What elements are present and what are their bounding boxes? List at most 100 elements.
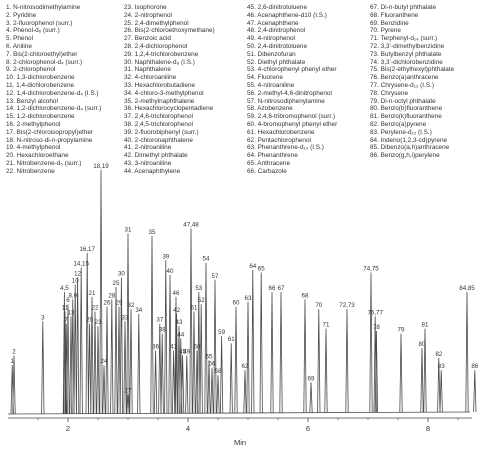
peak-label: 50 xyxy=(194,344,201,351)
legend-entry: 82. Benzo(a)pyrene xyxy=(370,121,427,128)
legend-entry: 22. Nitrobenzene xyxy=(6,167,55,175)
legend-entry: 70. Pyrene xyxy=(370,27,401,35)
legend-entry: 4. Phenol-d₆ (surr.) xyxy=(6,27,60,35)
peak-label: 8,9 xyxy=(68,292,77,299)
legend-entry: 32. 4-chloroaniline xyxy=(124,74,177,82)
legend-entry: 53. 4-chlorophenyl phenyl ether xyxy=(247,66,337,74)
legend-entry: 54. Fluorene xyxy=(247,74,283,82)
peak-74,75 xyxy=(369,272,373,413)
peak-label: 62 xyxy=(242,363,249,370)
legend-entry: 8. 2-chlorophenol-d₄ (surr.) xyxy=(6,58,83,66)
peak-7 xyxy=(64,323,68,414)
peak-58 xyxy=(216,374,220,414)
legend-entry: 67. Di-n-butyl phthalate xyxy=(370,4,437,11)
peak-18,19 xyxy=(99,169,103,414)
peak-71 xyxy=(324,328,328,413)
x-axis-title: Min xyxy=(234,438,246,447)
peak-61 xyxy=(229,343,233,414)
legend-entry: 83. Perylene-d₁₂ (I.S.) xyxy=(370,128,432,136)
x-tick-label: 2 xyxy=(66,424,70,433)
peak-label: 71 xyxy=(323,322,330,329)
peak-63 xyxy=(246,301,250,413)
legend-entry: 65. Anthracene xyxy=(247,160,290,167)
legend-entry: 46. Acenaphthene-d10 (I.S.) xyxy=(247,11,327,19)
legend-entry: 28. 2,4-dichlorophenol xyxy=(124,43,188,50)
legend-entry: 60. 4-bromophenyl phenyl ether xyxy=(247,121,338,128)
legend-entry: 79. Di-n-octyl phthalate xyxy=(370,97,436,105)
legend-entry: 84. Indeno(1,2,3-cd)pyrene xyxy=(370,136,448,144)
legend-entry: 21. Nitrobenzene-d₅ (surr.) xyxy=(6,160,82,167)
legend-entry: 44. Acenaphthylene xyxy=(124,167,181,175)
peak-label: 6 xyxy=(66,297,70,304)
legend-entry: 20. Hexachloroethane xyxy=(6,152,69,160)
peak-label: 33 xyxy=(122,314,129,321)
peak-label: 2 xyxy=(12,348,16,355)
peak-59 xyxy=(220,335,224,414)
peak-31 xyxy=(126,233,130,414)
legend-entry: 49. 4-nitrophenol xyxy=(247,35,295,43)
peak-32 xyxy=(129,309,133,414)
compound-legend: 1. N-nitrosodimethylamine 2. Pyridine 3. 2… xyxy=(0,0,480,175)
legend-entry: 61. Hexachlorobenzene xyxy=(247,128,315,136)
peak-33 xyxy=(123,321,127,414)
peak-60 xyxy=(234,306,238,414)
legend-entry: 9. 2-chlorophenol xyxy=(6,66,56,74)
peak-label: 16,17 xyxy=(79,246,95,253)
peak-label: 57 xyxy=(212,273,219,280)
peak-label: 37 xyxy=(156,317,163,324)
legend-entry: 34. 4-chloro-3-methylphenol xyxy=(124,89,204,97)
peak-64 xyxy=(251,270,255,413)
peak-label: 12 xyxy=(74,270,81,277)
peak-67 xyxy=(279,291,283,413)
peak-label: 36 xyxy=(152,344,159,351)
peak-label: 28 xyxy=(108,292,115,299)
peak-label: 32 xyxy=(128,302,135,309)
peak-label: 69 xyxy=(308,375,315,382)
peak-label: 39 xyxy=(162,253,169,260)
legend-entry: 58. Azobenzene xyxy=(247,105,293,113)
legend-entry: 59. 2,4,6-tribromophenol (surr.) xyxy=(247,113,336,121)
x-ticks: 2 4 6 8 xyxy=(37,418,459,433)
peak-55 xyxy=(207,360,211,414)
peak-65 xyxy=(259,272,263,413)
x-tick-label: 4 xyxy=(186,424,190,433)
peak-66 xyxy=(270,291,274,413)
legend-entry: 26. Bis(2-chloroethoxymethane) xyxy=(124,27,215,35)
peak-25 xyxy=(114,287,118,414)
peak-20 xyxy=(88,323,92,414)
peak-68 xyxy=(303,299,307,413)
peak-label: 3 xyxy=(41,314,45,321)
peak-label: 60 xyxy=(233,300,240,307)
peak-label: 20 xyxy=(86,317,93,324)
peak-3 xyxy=(41,321,45,414)
legend-entry: 6. Aniline xyxy=(6,43,32,50)
peak-57 xyxy=(213,279,217,414)
peak-label: 35 xyxy=(149,229,156,236)
peak-56 xyxy=(210,367,214,414)
peak-label: 44 xyxy=(177,331,184,338)
peak-label: 43 xyxy=(176,319,183,326)
peak-label: 78 xyxy=(373,324,380,331)
peak-label: 54 xyxy=(203,256,210,263)
peak-23 xyxy=(96,326,100,414)
legend-entry: 42. Dimethyl phthalate xyxy=(124,152,188,160)
peak-label: 49 xyxy=(183,348,190,355)
peak-label: 70 xyxy=(315,302,322,309)
legend-entry: 15. 1,2-dichlorobenzene xyxy=(6,113,75,121)
peak-label: 84,85 xyxy=(459,285,475,292)
legend-entry: 57. N-nitrosodiphenylamine xyxy=(247,97,325,105)
peak-label: 10 xyxy=(72,278,79,285)
peak-label: 23 xyxy=(95,319,102,326)
peak-label: 27 xyxy=(125,387,132,394)
legend-entry: 30. Naphthalene-d₈ (I.S.) xyxy=(124,58,195,66)
legend-entry: 41. 2-nitroaniline xyxy=(124,144,172,152)
legend-entry: 73. Butylbenzyl phthalate xyxy=(370,50,442,58)
peak-label: 61 xyxy=(228,336,235,343)
x-tick-label: 8 xyxy=(426,424,430,433)
peak-12 xyxy=(76,277,80,414)
legend-entry: 76. Benzo(a)anthracene xyxy=(370,74,439,82)
peak-label: 29 xyxy=(116,300,123,307)
peak-54 xyxy=(204,262,208,414)
peak-label: 40 xyxy=(167,268,174,275)
legend-entry: 78. Chrysene xyxy=(370,89,409,97)
